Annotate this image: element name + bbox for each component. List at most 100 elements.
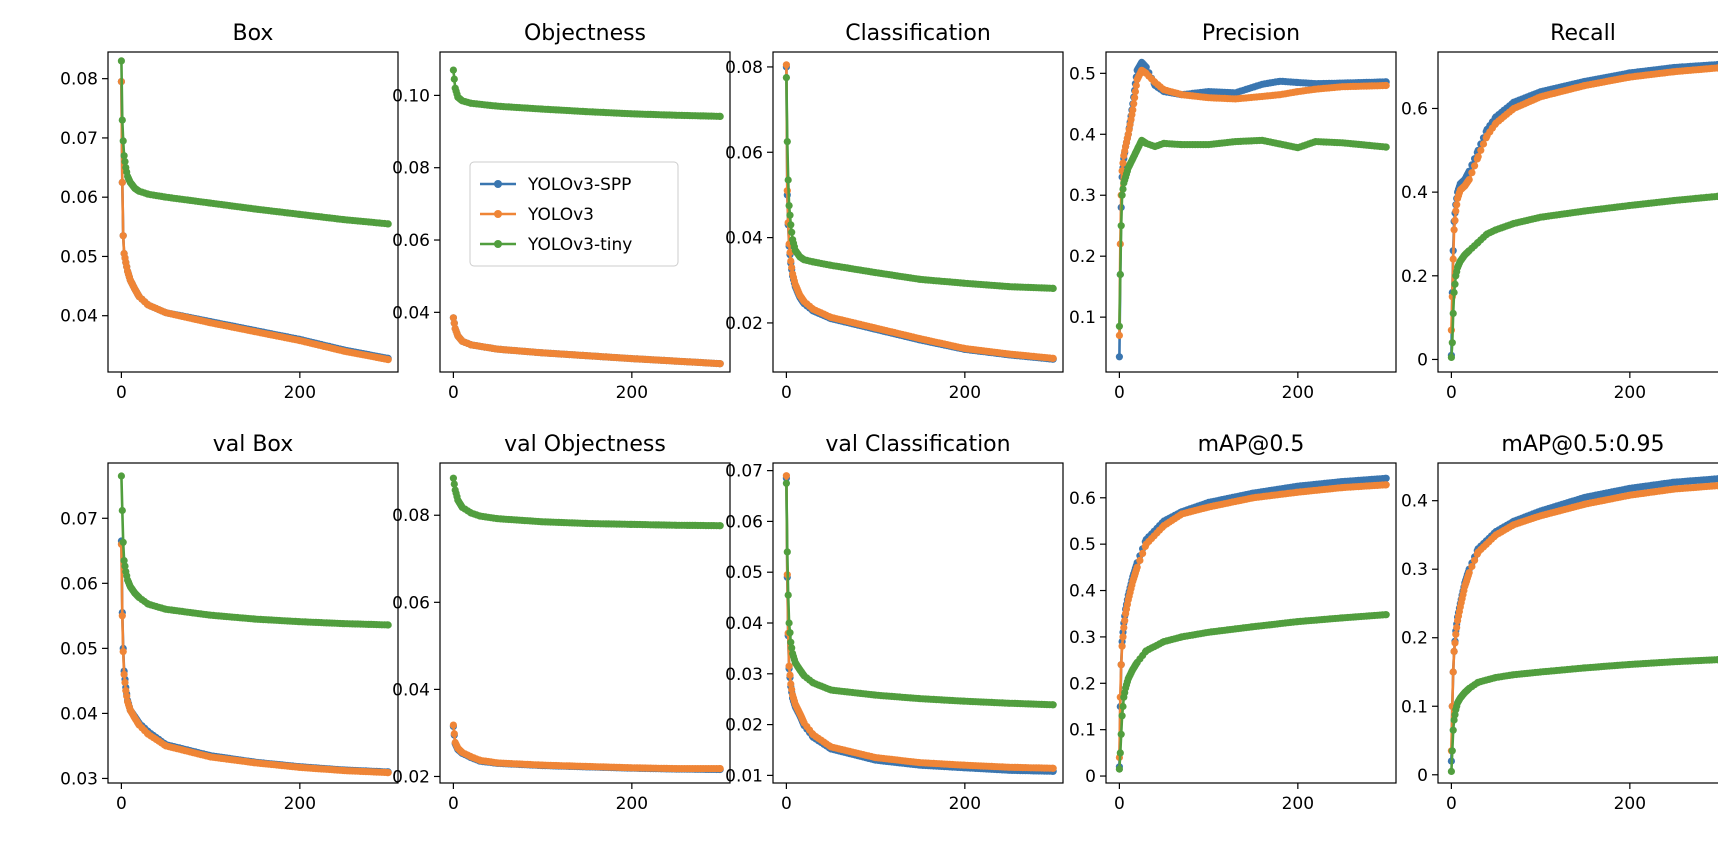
y-tick-label: 0.08 (725, 58, 763, 78)
y-tick-label: 0.06 (392, 231, 430, 251)
data-point (1049, 284, 1057, 292)
y-tick-label: 0.04 (60, 704, 98, 724)
y-tick-label: 0.1 (1401, 697, 1428, 717)
y-tick-label: 0.2 (1401, 629, 1428, 649)
x-tick-label: 0 (1446, 383, 1457, 403)
series-yolov3-tiny (1115, 611, 1390, 773)
data-point (1116, 270, 1124, 279)
data-point (1118, 712, 1126, 720)
y-tick-label: 0.10 (392, 86, 430, 106)
y-tick-label: 0.6 (1401, 99, 1428, 119)
y-tick-label: 0.06 (60, 188, 98, 208)
x-tick-label: 0 (448, 794, 459, 814)
data-point (1468, 562, 1476, 571)
y-tick-label: 0.5 (1069, 535, 1096, 555)
panel-recall: Recall 0 200 0 0.2 0.4 0.6 (1401, 21, 1718, 403)
data-point (119, 648, 127, 656)
data-point (118, 612, 126, 620)
data-point (1117, 661, 1125, 669)
data-point (1382, 481, 1390, 489)
data-point (1449, 255, 1457, 263)
data-point (118, 506, 126, 515)
series-yolov3-tiny (1447, 192, 1718, 361)
data-point (450, 319, 458, 327)
data-point (1382, 81, 1390, 90)
data-point (449, 314, 457, 322)
y-tick-label: 0.04 (60, 307, 98, 327)
data-point (1447, 353, 1455, 361)
x-tick-label: 0 (116, 794, 127, 814)
series-yolov3-tiny (117, 57, 392, 228)
data-point (1049, 354, 1057, 362)
data-point (1451, 216, 1459, 224)
legend-marker (494, 240, 502, 248)
data-point (1449, 668, 1457, 676)
data-point (1136, 556, 1144, 565)
data-point (787, 221, 795, 229)
y-tick-label: 0.2 (1069, 674, 1096, 694)
data-point (1117, 222, 1125, 230)
y-tick-label: 0.4 (1069, 125, 1096, 145)
x-tick-label: 200 (1282, 794, 1314, 814)
data-point (1477, 146, 1485, 154)
series-yolov3-spp (1115, 58, 1390, 361)
series-yolov3-tiny (782, 74, 1057, 292)
data-point (450, 480, 458, 488)
axes-frame (107, 462, 399, 784)
x-tick-label: 200 (284, 383, 316, 403)
panel-classification: Classification 0 200 0.02 0.04 0.06 0.08 (725, 21, 1064, 403)
data-point (1448, 747, 1456, 755)
axes-frame (1105, 51, 1397, 373)
series-line (1118, 68, 1387, 336)
data-point (117, 472, 125, 480)
series-line (1450, 195, 1718, 358)
data-point (1451, 639, 1459, 647)
axes-frame (439, 462, 731, 784)
data-point (716, 522, 724, 530)
panel-map-0-5-0-95: mAP@0.5:0.95 0 200 0 0.1 0.2 0.3 0.4 (1401, 432, 1718, 814)
data-point (1453, 623, 1461, 632)
series-line (785, 77, 1054, 290)
series-yolov3-tiny (449, 66, 724, 120)
data-point (449, 66, 457, 74)
y-tick-label: 0.2 (1069, 247, 1096, 267)
data-point (450, 75, 458, 83)
data-point (119, 538, 127, 546)
x-tick-label: 0 (116, 383, 127, 403)
data-point (782, 472, 791, 480)
x-tick-label: 0 (781, 794, 792, 814)
series-line (1118, 613, 1387, 770)
data-point (1449, 309, 1457, 317)
series-yolov3 (1115, 66, 1390, 339)
data-point (1382, 611, 1390, 619)
y-tick-label: 0.4 (1069, 582, 1096, 602)
x-tick-label: 200 (1614, 794, 1646, 814)
data-point (1714, 64, 1718, 72)
y-tick-label: 0.04 (725, 229, 763, 249)
data-point (782, 61, 791, 69)
data-point (788, 263, 796, 272)
data-point (120, 152, 128, 160)
series-yolov3 (1447, 482, 1718, 755)
y-tick-label: 0.5 (1069, 64, 1096, 84)
series-yolov3-spp (1115, 474, 1390, 771)
x-tick-label: 200 (1282, 383, 1314, 403)
data-point (121, 158, 129, 166)
panel-title: val Box (213, 432, 294, 457)
data-point (1452, 207, 1460, 215)
data-point (1465, 569, 1473, 577)
y-tick-label: 0.03 (725, 665, 763, 685)
data-point (1450, 647, 1458, 656)
data-point (1119, 702, 1127, 711)
series-yolov3-tiny (1115, 136, 1390, 330)
data-point (118, 178, 126, 186)
y-tick-label: 0 (1417, 350, 1428, 370)
data-point (450, 730, 458, 738)
y-tick-label: 0.06 (725, 512, 763, 532)
legend-entry-yolov3: YOLOv3 (480, 205, 594, 225)
data-point (788, 685, 796, 694)
y-tick-label: 0.04 (392, 303, 430, 323)
panel-objectness: Objectness 0 200 0.04 0.06 0.08 0.10 YOLOv3-SPP… (392, 21, 731, 403)
data-point (788, 228, 796, 236)
